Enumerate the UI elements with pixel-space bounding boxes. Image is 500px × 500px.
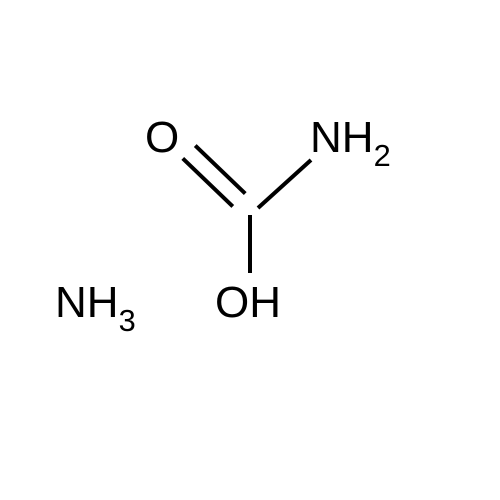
atom-nh3: NH3 [55, 278, 136, 335]
atom-label-text: NH [55, 278, 119, 327]
atom-label-text: NH [310, 113, 374, 162]
atom-label-text: OH [215, 278, 281, 327]
atom-nh2: NH2 [310, 113, 391, 170]
atom-label-text: O [145, 113, 179, 162]
atom-label-sub: 2 [374, 138, 391, 173]
molecule-bonds [0, 0, 500, 500]
atom-oh: OH [215, 278, 281, 328]
atom-oxygen-double: O [145, 113, 179, 163]
atom-label-sub: 3 [119, 303, 136, 338]
